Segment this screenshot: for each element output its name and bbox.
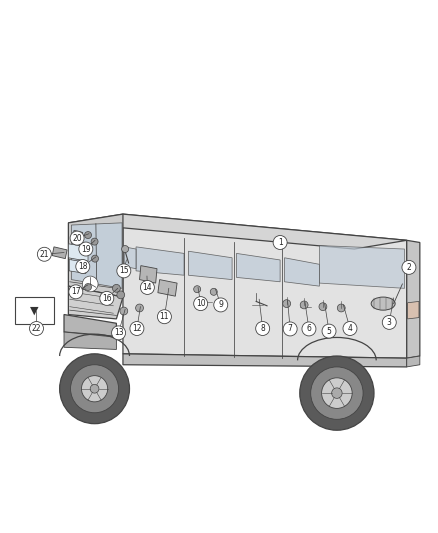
- Circle shape: [69, 285, 83, 299]
- Text: 15: 15: [119, 266, 129, 276]
- Text: 17: 17: [71, 287, 81, 296]
- Text: ▼: ▼: [30, 305, 39, 315]
- Circle shape: [76, 260, 90, 273]
- Polygon shape: [68, 214, 123, 297]
- Text: 13: 13: [114, 328, 124, 337]
- Circle shape: [141, 280, 154, 294]
- Text: 8: 8: [260, 324, 265, 333]
- Circle shape: [60, 354, 130, 424]
- Circle shape: [319, 303, 327, 311]
- Circle shape: [29, 321, 43, 335]
- Text: 16: 16: [102, 294, 112, 303]
- Polygon shape: [319, 246, 405, 288]
- Circle shape: [382, 316, 396, 329]
- Circle shape: [210, 288, 217, 295]
- Circle shape: [300, 356, 374, 430]
- Text: 20: 20: [72, 233, 82, 243]
- Text: 4: 4: [347, 324, 353, 333]
- Circle shape: [321, 378, 352, 408]
- Circle shape: [302, 322, 316, 336]
- Circle shape: [70, 231, 84, 245]
- Text: 5: 5: [327, 327, 332, 336]
- Text: 2: 2: [406, 263, 411, 272]
- Polygon shape: [407, 240, 420, 358]
- Polygon shape: [407, 356, 420, 367]
- Circle shape: [90, 384, 99, 393]
- Polygon shape: [68, 286, 123, 319]
- Circle shape: [81, 376, 108, 402]
- Polygon shape: [68, 244, 88, 261]
- Ellipse shape: [371, 297, 395, 310]
- Polygon shape: [73, 230, 83, 239]
- Circle shape: [322, 324, 336, 338]
- Circle shape: [214, 298, 228, 312]
- Circle shape: [79, 242, 93, 256]
- Circle shape: [300, 301, 308, 309]
- Polygon shape: [71, 223, 122, 288]
- Circle shape: [37, 247, 51, 261]
- Circle shape: [85, 284, 92, 290]
- Circle shape: [130, 321, 144, 335]
- Circle shape: [194, 297, 208, 311]
- Circle shape: [82, 276, 98, 292]
- Circle shape: [85, 231, 92, 239]
- Circle shape: [117, 291, 125, 299]
- Polygon shape: [123, 214, 407, 358]
- Polygon shape: [140, 265, 157, 283]
- Circle shape: [194, 286, 201, 293]
- Polygon shape: [64, 332, 117, 350]
- Circle shape: [343, 321, 357, 335]
- Text: 9: 9: [218, 301, 223, 310]
- Circle shape: [283, 322, 297, 336]
- Circle shape: [337, 304, 345, 312]
- Polygon shape: [68, 214, 407, 249]
- Polygon shape: [64, 314, 117, 336]
- Polygon shape: [69, 260, 86, 273]
- Circle shape: [157, 310, 171, 324]
- Circle shape: [112, 326, 126, 340]
- Circle shape: [113, 285, 120, 292]
- Polygon shape: [188, 251, 232, 280]
- Polygon shape: [136, 247, 184, 275]
- Circle shape: [311, 367, 363, 419]
- Text: 3: 3: [387, 318, 392, 327]
- Polygon shape: [158, 280, 177, 296]
- FancyBboxPatch shape: [14, 297, 54, 324]
- Circle shape: [402, 261, 416, 274]
- Text: 10: 10: [196, 299, 205, 308]
- Polygon shape: [408, 302, 419, 319]
- Text: 1: 1: [278, 238, 283, 247]
- Circle shape: [91, 238, 98, 245]
- Text: 12: 12: [132, 324, 141, 333]
- Text: 7: 7: [288, 325, 293, 334]
- Polygon shape: [52, 247, 67, 259]
- Text: 11: 11: [160, 312, 169, 321]
- Circle shape: [117, 264, 131, 278]
- Circle shape: [283, 300, 290, 308]
- Circle shape: [71, 365, 119, 413]
- Text: 22: 22: [32, 324, 41, 333]
- Text: 18: 18: [78, 262, 88, 271]
- Circle shape: [120, 307, 128, 315]
- Circle shape: [100, 292, 114, 305]
- Text: 6: 6: [307, 325, 311, 334]
- Circle shape: [256, 321, 270, 335]
- Text: 14: 14: [143, 283, 152, 292]
- Polygon shape: [124, 247, 136, 269]
- Polygon shape: [237, 253, 280, 282]
- Circle shape: [136, 304, 144, 312]
- Circle shape: [332, 388, 342, 398]
- Text: 19: 19: [81, 245, 91, 254]
- Circle shape: [92, 255, 99, 262]
- Polygon shape: [123, 354, 407, 367]
- Text: 21: 21: [39, 250, 49, 259]
- Circle shape: [273, 236, 287, 249]
- Circle shape: [122, 246, 129, 253]
- Polygon shape: [285, 258, 319, 286]
